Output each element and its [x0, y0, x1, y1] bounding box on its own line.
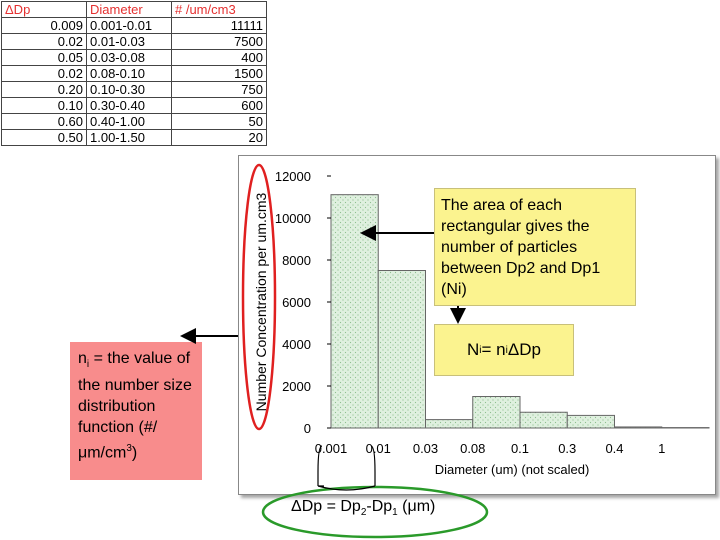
delta-dp-definition: ΔDp = Dp2-Dp1 (μm): [291, 498, 435, 518]
ni-sup-3: 3: [126, 443, 132, 455]
table-cell: 50: [171, 113, 267, 130]
header-concentration: # /um/cm3: [171, 1, 267, 18]
formula-delta-dp: ΔDp: [507, 340, 541, 359]
histogram-bar: [377, 270, 426, 429]
ni-text: = the value of the number size distribut…: [78, 350, 192, 462]
table-cell: 0.02: [1, 33, 87, 50]
table-cell: 600: [171, 97, 267, 114]
y-tick-label: 0: [304, 421, 311, 436]
table-cell: 7500: [171, 33, 267, 50]
ni-n: n: [78, 350, 87, 367]
histogram-bar: [614, 426, 663, 429]
table-header-row: ΔDp Diameter # /um/cm3: [1, 1, 267, 18]
histogram-bar: [330, 194, 379, 429]
table-cell: 400: [171, 49, 267, 66]
formula-sub-i-2: i: [505, 344, 508, 356]
table-row: 0.009 0.001-0.01 11111: [1, 17, 267, 34]
table-row: 0.50 1.00-1.50 20: [1, 129, 267, 146]
dp-post: (μm): [397, 498, 436, 515]
table-cell: 0.10-0.30: [86, 81, 172, 98]
dp-pre: ΔDp = Dp: [291, 498, 361, 515]
y-axis-label: Number Concentration per um.cm3: [253, 192, 269, 411]
x-tick-label: 0.01: [366, 441, 391, 456]
table-cell: 0.50: [1, 129, 87, 146]
y-tick-label: 12000: [275, 169, 311, 184]
histogram-bar: [566, 414, 615, 429]
table-cell: 1500: [171, 65, 267, 82]
y-tick-label: 8000: [282, 253, 311, 268]
header-diameter: Diameter: [86, 1, 172, 18]
table-cell: 1.00-1.50: [86, 129, 172, 146]
formula-sub-i-1: i: [479, 344, 482, 356]
table-cell: 0.30-0.40: [86, 97, 172, 114]
table-cell: 0.001-0.01: [86, 17, 172, 34]
table-row: 0.20 0.10-0.30 750: [1, 81, 267, 98]
x-tick-label: 0.1: [511, 441, 529, 456]
formula-N: N: [467, 340, 480, 359]
ni-definition-box: ni = the value of the number size distri…: [70, 342, 202, 480]
x-tick-label: 1: [658, 441, 665, 456]
y-tick-label: 2000: [282, 379, 311, 394]
histogram-bar: [425, 419, 474, 429]
table-body: 0.009 0.001-0.01 11111 0.02 0.01-0.03 7500 0.0…: [1, 17, 267, 146]
table-cell: 0.05: [1, 49, 87, 66]
dp-mid: -Dp: [366, 498, 393, 515]
x-tick-label: 0.4: [605, 441, 623, 456]
x-tick-label: 0.3: [558, 441, 576, 456]
data-table: ΔDp Diameter # /um/cm3 0.009 0.001-0.01 11…: [1, 1, 267, 146]
table-cell: 0.08-0.10: [86, 65, 172, 82]
x-tick-label: 0.08: [460, 441, 485, 456]
table-row: 0.05 0.03-0.08 400: [1, 49, 267, 66]
table-row: 0.02 0.01-0.03 7500: [1, 33, 267, 50]
table-cell: 0.20: [1, 81, 87, 98]
formula-eq: = n: [481, 340, 506, 359]
y-tick-label: 10000: [275, 211, 311, 226]
x-tick-label: 0.001: [315, 441, 348, 456]
table-cell: 0.40-1.00: [86, 113, 172, 130]
x-tick-label: 0.03: [413, 441, 438, 456]
table-cell: 0.009: [1, 17, 87, 34]
table-cell: 0.10: [1, 97, 87, 114]
ni-sub-i: i: [86, 359, 90, 371]
table-row: 0.02 0.08-0.10 1500: [1, 65, 267, 82]
table-cell: 0.03-0.08: [86, 49, 172, 66]
table-cell: 20: [171, 129, 267, 146]
table-cell: 0.60: [1, 113, 87, 130]
x-axis-label: Diameter (um) (not scaled): [435, 462, 590, 477]
table-cell: 0.01-0.03: [86, 33, 172, 50]
y-tick-label: 6000: [282, 295, 311, 310]
table-cell: 11111: [171, 17, 267, 34]
table-cell: 750: [171, 81, 267, 98]
table-row: 0.10 0.30-0.40 600: [1, 97, 267, 114]
table-row: 0.60 0.40-1.00 50: [1, 113, 267, 130]
y-tick-label: 4000: [282, 337, 311, 352]
ni-close: ): [131, 444, 138, 462]
histogram-bar: [519, 411, 568, 429]
area-explanation-callout: The area of each rectangular gives the n…: [434, 188, 636, 306]
table-cell: 0.02: [1, 65, 87, 82]
histogram-bar: [472, 396, 521, 429]
header-delta-dp: ΔDp: [1, 1, 87, 18]
